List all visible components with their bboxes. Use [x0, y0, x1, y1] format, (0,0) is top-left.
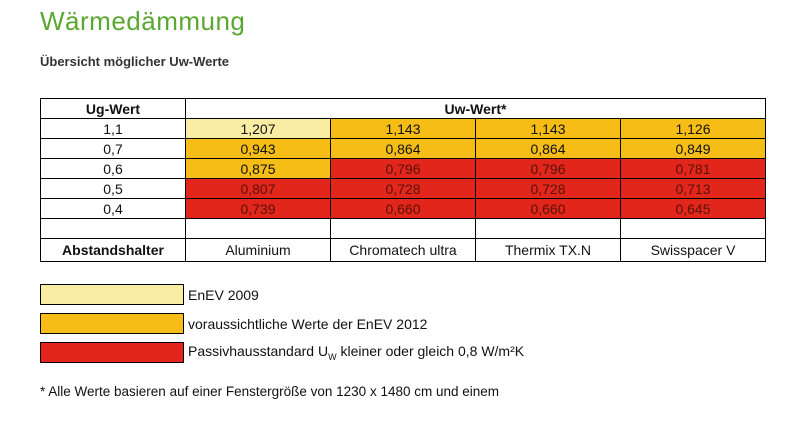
legend-text: EnEV 2009 [188, 287, 259, 303]
legend: EnEV 2009 voraussichtliche Werte der EnEV… [40, 284, 524, 371]
empty-cell [620, 218, 766, 239]
legend-text-part: W [328, 351, 337, 362]
spacer-cell: Thermix TX.N [475, 238, 621, 262]
uw-cell: 1,126 [620, 118, 766, 139]
header-cell: Ug-Wert [40, 98, 186, 119]
ug-cell: 0,4 [40, 198, 186, 219]
footnote: * Alle Werte basieren auf einer Fensterg… [40, 384, 500, 399]
uw-cell: 0,943 [185, 138, 331, 159]
uw-cell: 0,796 [330, 158, 476, 179]
uw-cell: 0,807 [185, 178, 331, 199]
data-row: 0,4 0,739 0,660 0,660 0,645 [40, 198, 766, 219]
uw-cell: 1,143 [330, 118, 476, 139]
legend-item: EnEV 2009 [40, 284, 524, 305]
uw-cell: 1,143 [475, 118, 621, 139]
data-row: 0,6 0,875 0,796 0,796 0,781 [40, 158, 766, 179]
legend-text-part: Passivhausstandard U [188, 343, 329, 360]
uw-cell: 0,660 [330, 198, 476, 219]
empty-cell [330, 218, 476, 239]
legend-text: voraussichtliche Werte der EnEV 2012 [188, 316, 427, 332]
spacer-row: Abstandshalter Aluminium Chromatech ultra T… [40, 238, 766, 262]
empty-row [40, 218, 766, 239]
spacer-cell: Aluminium [185, 238, 331, 262]
empty-cell [185, 218, 331, 239]
uw-cell: 0,796 [475, 158, 621, 179]
uw-cell: 0,864 [475, 138, 621, 159]
header-cell: Uw-Wert* [185, 98, 766, 119]
ug-cell: 1,1 [40, 118, 186, 139]
legend-item: voraussichtliche Werte der EnEV 2012 [40, 313, 524, 334]
legend-text-part: voraussichtliche Werte der EnEV 2012 [188, 315, 428, 332]
uw-cell: 0,739 [185, 198, 331, 219]
legend-item: Passivhausstandard UW kleiner oder gleic… [40, 342, 524, 363]
uw-cell: 0,875 [185, 158, 331, 179]
empty-cell [475, 218, 621, 239]
title: Wärmedämmung [40, 6, 246, 36]
uw-cell: 0,660 [475, 198, 621, 219]
ug-cell: 0,6 [40, 158, 186, 179]
ug-cell: 0,7 [40, 138, 186, 159]
legend-swatch [40, 284, 184, 305]
uw-cell: 1,207 [185, 118, 331, 139]
data-row: 0,7 0,943 0,864 0,864 0,849 [40, 138, 766, 159]
uw-cell: 0,728 [475, 178, 621, 199]
legend-text-part: kleiner oder gleich 0,8 W/m²K [336, 343, 525, 360]
data-row: 0,5 0,807 0,728 0,728 0,713 [40, 178, 766, 199]
uw-cell: 0,781 [620, 158, 766, 179]
legend-text: Passivhausstandard UW kleiner oder gleic… [188, 343, 524, 362]
subtitle: Übersicht möglicher Uw-Werte [40, 54, 230, 69]
data-row: 1,1 1,207 1,143 1,143 1,126 [40, 118, 766, 139]
uw-cell: 0,864 [330, 138, 476, 159]
spacer-label: Abstandshalter [40, 238, 186, 262]
legend-swatch [40, 342, 184, 363]
spacer-cell: Swisspacer V [620, 238, 766, 262]
header-row: Ug-Wert Uw-Wert* [40, 98, 766, 119]
legend-text-part: EnEV 2009 [188, 286, 259, 303]
spacer-cell: Chromatech ultra [330, 238, 476, 262]
uw-cell: 0,713 [620, 178, 766, 199]
uw-table: Ug-Wert Uw-Wert* 1,1 1,207 1,143 1,143 1,126 0,… [40, 98, 766, 262]
ug-cell: 0,5 [40, 178, 186, 199]
empty-cell [40, 218, 186, 239]
uw-cell: 0,728 [330, 178, 476, 199]
uw-cell: 0,849 [620, 138, 766, 159]
legend-swatch [40, 313, 184, 334]
uw-cell: 0,645 [620, 198, 766, 219]
